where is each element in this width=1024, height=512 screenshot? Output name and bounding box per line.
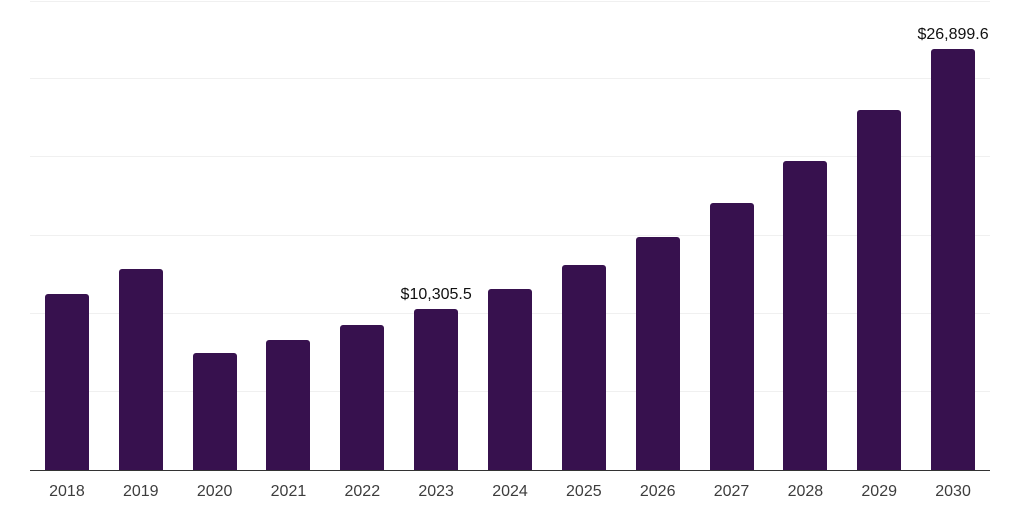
bar-2030 bbox=[931, 49, 976, 470]
bar-group-2025: 2025 bbox=[547, 1, 621, 500]
bar-2021 bbox=[266, 339, 311, 470]
bar-group-2024: 2024 bbox=[473, 1, 547, 500]
x-tick-label-2029: 2029 bbox=[861, 483, 897, 500]
bar-2027 bbox=[709, 202, 754, 470]
x-tick-label-2027: 2027 bbox=[713, 483, 750, 500]
bar-2022 bbox=[340, 324, 385, 470]
bar-group-2028: 2028 bbox=[768, 1, 842, 500]
bar-group-2029: 2029 bbox=[842, 1, 916, 500]
gridline bbox=[30, 156, 990, 158]
x-tick-label-2030: 2030 bbox=[935, 483, 971, 500]
bar-group-2030: $26,899.6 2030 bbox=[916, 1, 990, 500]
x-tick-label-2019: 2019 bbox=[122, 483, 159, 500]
x-tick-label-2028: 2028 bbox=[787, 483, 824, 500]
bar-2024 bbox=[487, 288, 532, 470]
data-label-2023: $10,305.5 bbox=[400, 285, 472, 303]
x-axis-line bbox=[30, 469, 990, 471]
bar-2028 bbox=[783, 160, 828, 470]
gridline bbox=[30, 234, 990, 236]
x-tick-label-2021: 2021 bbox=[270, 483, 307, 500]
gridline bbox=[30, 1, 990, 2]
bar-2018 bbox=[44, 293, 89, 470]
bar-2019 bbox=[118, 268, 163, 470]
gridline bbox=[30, 78, 990, 80]
bar-2025 bbox=[561, 264, 606, 470]
x-tick-label-2026: 2026 bbox=[639, 483, 676, 500]
x-tick-label-2018: 2018 bbox=[49, 483, 85, 500]
x-tick-label-2025: 2025 bbox=[566, 483, 602, 500]
bar-group-2023: $10,305.5 2023 bbox=[399, 1, 473, 499]
x-tick-label-2024: 2024 bbox=[492, 483, 528, 500]
bar-group-2021: 2021 bbox=[252, 1, 326, 500]
x-tick-label-2022: 2022 bbox=[344, 483, 381, 500]
x-tick-label-2023: 2023 bbox=[418, 483, 454, 500]
bar-group-2018: 2018 bbox=[30, 1, 104, 500]
bar-series: 2018 2019 2020 2021 2022 $10,305.5 20 bbox=[30, 1, 990, 500]
plot-area: 2018 2019 2020 2021 2022 $10,305.5 20 bbox=[30, 1, 990, 500]
x-tick-label-2020: 2020 bbox=[196, 483, 233, 500]
bar-group-2022: 2022 bbox=[325, 1, 399, 500]
bar-group-2027: 2027 bbox=[695, 1, 769, 500]
data-label-2030: $26,899.6 bbox=[917, 26, 989, 44]
bar-group-2020: 2020 bbox=[178, 1, 252, 500]
bar-2023 bbox=[414, 308, 459, 470]
bar-2020 bbox=[192, 352, 237, 470]
bar-group-2026: 2026 bbox=[621, 1, 695, 500]
bar-2029 bbox=[857, 109, 902, 470]
bar-2026 bbox=[635, 236, 680, 470]
bar-group-2019: 2019 bbox=[104, 1, 178, 500]
